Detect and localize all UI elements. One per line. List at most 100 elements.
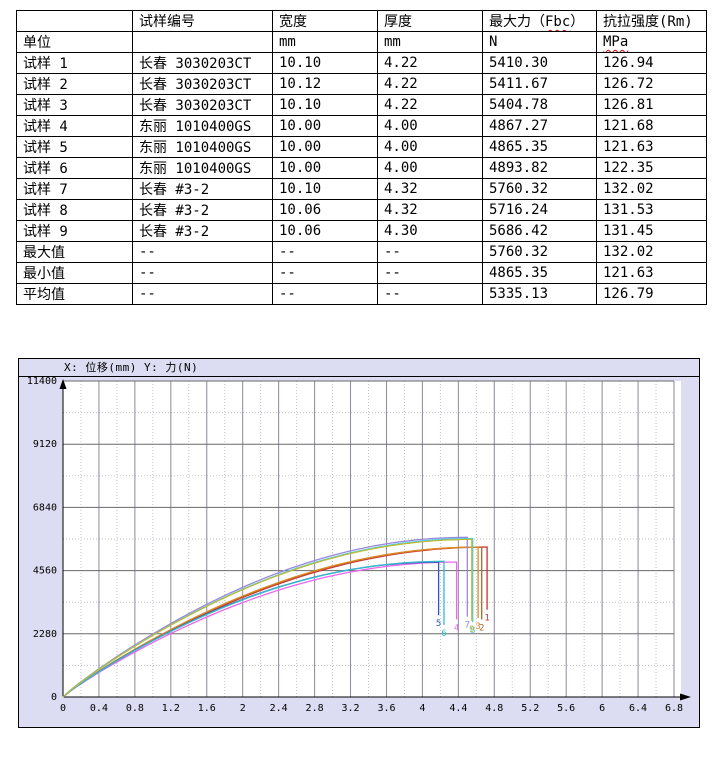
table-cell: 试样编号 xyxy=(132,10,273,32)
table-row: 试样 1 长春 3030203CT 10.10 4.22 5410.30 126.94 xyxy=(16,52,707,74)
table-row: 试样 3 长春 3030203CT 10.10 4.22 5404.78 126.81 xyxy=(16,94,707,116)
table-cell: 试样 4 xyxy=(16,115,133,137)
table-cell: 4.22 xyxy=(377,52,483,74)
table-row: 单位 mm mm N MPa xyxy=(16,31,707,53)
x-tick-label: 0.4 xyxy=(90,703,108,714)
curve-label-4: 4 xyxy=(454,623,459,633)
table-cell: 长春 #3-2 xyxy=(132,220,273,242)
table-cell: 131.53 xyxy=(596,199,707,221)
chart-svg: 0 0.4 0.8 1.2 1.6 2 2.4 2.8 3.2 3.6 4 4.4 4.8 5.2 5.6 6… xyxy=(27,377,691,714)
x-tick-label: 2.4 xyxy=(270,703,288,714)
table-cell: 试样 7 xyxy=(16,178,133,200)
curve-label-2: 2 xyxy=(479,623,484,633)
table-cell: 4.22 xyxy=(377,73,483,95)
table-cell: 10.06 xyxy=(272,220,378,242)
curve-label-9: 9 xyxy=(469,625,474,635)
table-row: 试样 2 长春 3030203CT 10.12 4.22 5411.67 126.72 xyxy=(16,73,707,95)
x-tick-label: 3.2 xyxy=(341,703,359,714)
table-cell: mm xyxy=(272,31,378,53)
table-cell: 126.81 xyxy=(596,94,707,116)
table-cell xyxy=(16,10,133,32)
table-cell: 121.68 xyxy=(596,115,707,137)
table-cell: 5686.42 xyxy=(482,220,597,242)
table-cell: 10.00 xyxy=(272,136,378,158)
table-cell: 126.72 xyxy=(596,73,707,95)
table-cell: -- xyxy=(132,283,273,305)
x-tick-label: 5.6 xyxy=(557,703,575,714)
curve-4 xyxy=(62,561,458,698)
table-cell: 5410.30 xyxy=(482,52,597,74)
table-cell: 10.00 xyxy=(272,157,378,179)
x-tick-label: 0 xyxy=(60,703,66,714)
table-cell: 试样 5 xyxy=(16,136,133,158)
curve-9 xyxy=(62,538,473,698)
table-cell: 长春 #3-2 xyxy=(132,199,273,221)
table-cell: 4865.35 xyxy=(482,262,597,284)
table-cell: -- xyxy=(132,241,273,263)
table-cell: 4.32 xyxy=(377,178,483,200)
table-cell: 东丽 1010400GS xyxy=(132,157,273,179)
spellcheck-word: Fbc xyxy=(545,14,571,30)
table-cell: 4867.27 xyxy=(482,115,597,137)
table-cell: 最大值 xyxy=(16,241,133,263)
table-cell: 5411.67 xyxy=(482,73,597,95)
table-cell: 10.12 xyxy=(272,73,378,95)
table-cell: -- xyxy=(272,241,378,263)
table-cell: 10.10 xyxy=(272,94,378,116)
table-cell: 4.00 xyxy=(377,157,483,179)
table-row: 最小值 -- -- -- 4865.35 121.63 xyxy=(16,262,707,284)
table-cell: 5716.24 xyxy=(482,199,597,221)
table-row: 试样编号 宽度 厚度 最大力（Fbc） 抗拉强度(Rm) xyxy=(16,10,707,32)
x-tick-label: 1.2 xyxy=(162,703,180,714)
curve-label-8: 8 xyxy=(470,626,475,636)
x-tick-label: 0.8 xyxy=(126,703,144,714)
table-cell: 4.32 xyxy=(377,199,483,221)
curve-label-5: 5 xyxy=(436,619,441,629)
y-tick-label: 4560 xyxy=(33,566,57,577)
curve-label-1: 1 xyxy=(484,614,489,624)
x-tick-label: 4.4 xyxy=(449,703,467,714)
table-cell: 4.00 xyxy=(377,136,483,158)
curve-label-3: 3 xyxy=(475,622,480,632)
x-tick-label: 1.6 xyxy=(198,703,216,714)
table-cell: N xyxy=(482,31,597,53)
table-cell: 试样 3 xyxy=(16,94,133,116)
table-row: 试样 7 长春 #3-2 10.10 4.32 5760.32 132.02 xyxy=(16,178,707,200)
table-cell xyxy=(132,31,273,53)
table-cell: 132.02 xyxy=(596,241,707,263)
x-tick-label: 4.8 xyxy=(485,703,503,714)
table-cell: 厚度 xyxy=(377,10,483,32)
table-cell: 4.30 xyxy=(377,220,483,242)
y-tick-label: 6840 xyxy=(33,502,57,513)
table-cell: 长春 #3-2 xyxy=(132,178,273,200)
table-row: 最大值 -- -- -- 5760.32 132.02 xyxy=(16,241,707,263)
table-cell: 5404.78 xyxy=(482,94,597,116)
table-cell: 抗拉强度(Rm) xyxy=(596,10,707,32)
x-axis-arrow-icon xyxy=(680,693,691,701)
x-tick-label: 3.6 xyxy=(377,703,395,714)
table-cell: 4.00 xyxy=(377,115,483,137)
table-cell: 试样 8 xyxy=(16,199,133,221)
table-cell: 5760.32 xyxy=(482,241,597,263)
table-cell: 试样 6 xyxy=(16,157,133,179)
table-cell: 126.79 xyxy=(596,283,707,305)
table-cell: 121.63 xyxy=(596,262,707,284)
report-page: 试样编号 宽度 厚度 最大力（Fbc） 抗拉强度(Rm) 单位 mm mm N MPa 试样 1 长春… xyxy=(0,10,712,728)
table-cell: 122.35 xyxy=(596,157,707,179)
table-cell: 最大力（Fbc） xyxy=(482,10,597,32)
table-cell: 10.06 xyxy=(272,199,378,221)
table-cell: 4.22 xyxy=(377,94,483,116)
table-cell: -- xyxy=(377,262,483,284)
table-cell: 10.10 xyxy=(272,52,378,74)
table-cell: 长春 3030203CT xyxy=(132,73,273,95)
results-table-body: 试样编号 宽度 厚度 最大力（Fbc） 抗拉强度(Rm) 单位 mm mm N MPa 试样 1 长春… xyxy=(16,10,707,305)
table-row: 试样 4 东丽 1010400GS 10.00 4.00 4867.27 121.68 xyxy=(16,115,707,137)
table-cell: 121.63 xyxy=(596,136,707,158)
curve-7 xyxy=(62,536,468,698)
table-cell: -- xyxy=(377,241,483,263)
x-tick-label: 6.8 xyxy=(665,703,683,714)
table-cell: -- xyxy=(377,283,483,305)
table-cell: 4893.82 xyxy=(482,157,597,179)
x-tick-label: 6.4 xyxy=(629,703,647,714)
table-cell: -- xyxy=(272,283,378,305)
